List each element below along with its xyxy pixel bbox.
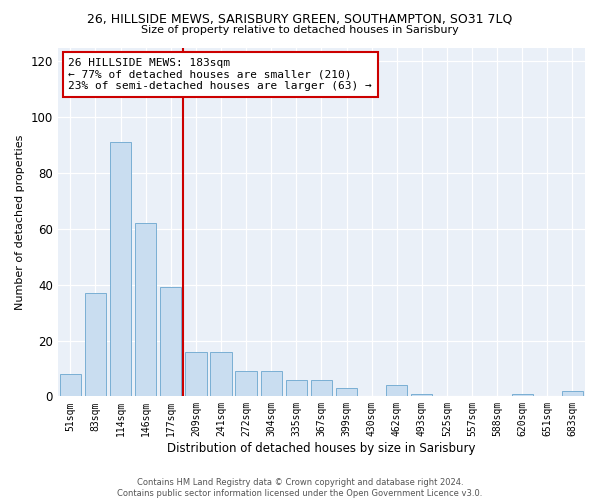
X-axis label: Distribution of detached houses by size in Sarisbury: Distribution of detached houses by size …	[167, 442, 476, 455]
Bar	[135, 224, 157, 396]
Y-axis label: Number of detached properties: Number of detached properties	[15, 134, 25, 310]
Text: 26 HILLSIDE MEWS: 183sqm
← 77% of detached houses are smaller (210)
23% of semi-: 26 HILLSIDE MEWS: 183sqm ← 77% of detach…	[68, 58, 372, 91]
Bar	[211, 352, 232, 397]
Bar	[562, 391, 583, 396]
Bar	[336, 388, 357, 396]
Bar	[386, 385, 407, 396]
Bar	[185, 352, 206, 397]
Text: Size of property relative to detached houses in Sarisbury: Size of property relative to detached ho…	[141, 25, 459, 35]
Bar	[286, 380, 307, 396]
Bar	[260, 371, 282, 396]
Bar	[235, 371, 257, 396]
Text: Contains HM Land Registry data © Crown copyright and database right 2024.
Contai: Contains HM Land Registry data © Crown c…	[118, 478, 482, 498]
Bar	[311, 380, 332, 396]
Text: 26, HILLSIDE MEWS, SARISBURY GREEN, SOUTHAMPTON, SO31 7LQ: 26, HILLSIDE MEWS, SARISBURY GREEN, SOUT…	[88, 12, 512, 26]
Bar	[411, 394, 433, 396]
Bar	[160, 288, 181, 397]
Bar	[59, 374, 81, 396]
Bar	[512, 394, 533, 396]
Bar	[85, 293, 106, 397]
Bar	[110, 142, 131, 396]
